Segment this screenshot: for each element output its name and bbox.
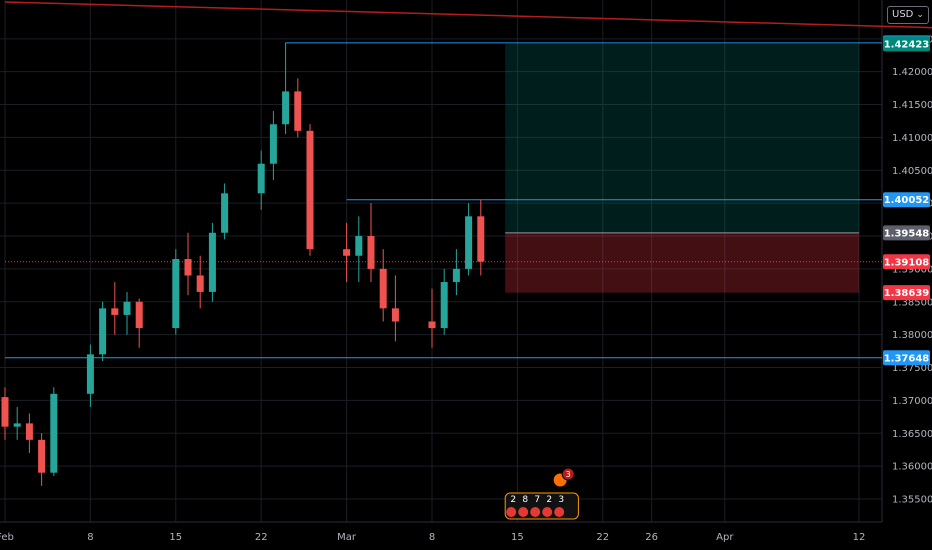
event-count-badge: 3 [558,495,564,505]
event-flag-icon[interactable] [561,467,575,481]
event-count-badge: 2 [510,495,516,505]
y-tick-label: 1.37500 [892,363,932,374]
candle-body [50,393,58,473]
candle-body [477,216,485,262]
candle-body [135,301,143,329]
event-flag-icon[interactable] [518,507,529,517]
event-flag-icon[interactable] [530,507,541,517]
y-tick-label: 1.35500 [892,494,932,505]
candle-body [343,249,351,256]
candle-body [111,308,119,315]
price-label-text: 1.37648 [884,353,930,364]
candle-body [440,282,448,329]
price-label-text: 1.40052 [884,195,930,206]
y-tick-label: 1.41500 [892,100,932,111]
y-tick-label: 1.38500 [892,297,932,308]
price-label-text: 1.39548 [884,228,930,239]
candle-body [367,236,375,269]
price-label-text: 1.38639 [884,288,930,299]
candle-body [269,124,277,164]
event-count-badge: 3 [566,470,571,479]
candle-body [221,193,229,233]
currency-label: USD [892,9,914,20]
x-tick-label: 26 [645,532,658,543]
candle-body [99,308,107,355]
price-label-text: 1.39108 [884,257,930,268]
x-tick-label: Apr [716,532,734,543]
event-flag-icon[interactable] [542,507,553,517]
x-tick-label: 8 [87,532,93,543]
event-flag-icon[interactable] [506,507,517,517]
candle-body [25,423,33,440]
candle-body [208,232,216,292]
candle-body [355,236,363,256]
chevron-down-icon: ⌄ [916,10,924,20]
event-flag-icon[interactable] [554,507,565,517]
candle-body [1,397,9,427]
candle-body [294,91,302,131]
x-tick-label: 12 [853,532,866,543]
candle-body [196,275,204,292]
candle-body [306,130,314,250]
candle-body [379,268,387,309]
candle-body [184,259,192,276]
y-tick-label: 1.41000 [892,133,932,144]
candle-body [452,268,460,283]
price-label-tag [883,36,930,52]
price-label-tag [883,350,930,366]
resistance-trend-line[interactable] [4,1,932,29]
profit-zone[interactable] [505,43,859,233]
candle-body [465,216,473,269]
event-count-badge: 8 [522,495,528,505]
y-tick-label: 1.38000 [892,330,932,341]
event-count-badge: 2 [546,495,552,505]
y-tick-label: 1.37000 [892,396,932,407]
economic-events-group[interactable] [504,492,579,520]
price-label-tag [883,254,930,270]
price-label-tag [883,192,930,208]
currency-selector[interactable]: USD ⌄ [887,6,929,24]
candle-body [38,439,46,473]
x-tick-label: 22 [596,532,609,543]
y-tick-label: 1.40500 [892,166,932,177]
x-tick-label: 15 [169,532,182,543]
stop-loss-zone[interactable] [505,232,859,293]
price-label-text: 1.42423 [884,39,930,50]
price-label-tag [883,225,930,241]
candle-body [86,354,94,394]
x-tick-label: 22 [255,532,268,543]
y-tick-label: 1.39000 [892,264,932,275]
x-tick-label: Feb [0,532,14,543]
candle-body [282,91,290,125]
event-count-badge: 7 [534,495,540,505]
x-tick-label: Mar [337,532,357,543]
price-label-tag [883,285,930,301]
candle-body [172,259,180,329]
y-tick-label: 1.36500 [892,429,932,440]
x-tick-label: 15 [511,532,524,543]
y-tick-label: 1.36000 [892,462,932,473]
x-tick-label: 8 [429,532,435,543]
candle-body [391,308,399,322]
y-tick-label: 1.42000 [892,67,932,78]
candle-body [257,163,265,194]
candle-body [428,321,436,329]
candle-body [123,301,131,315]
candle-body [13,423,21,427]
